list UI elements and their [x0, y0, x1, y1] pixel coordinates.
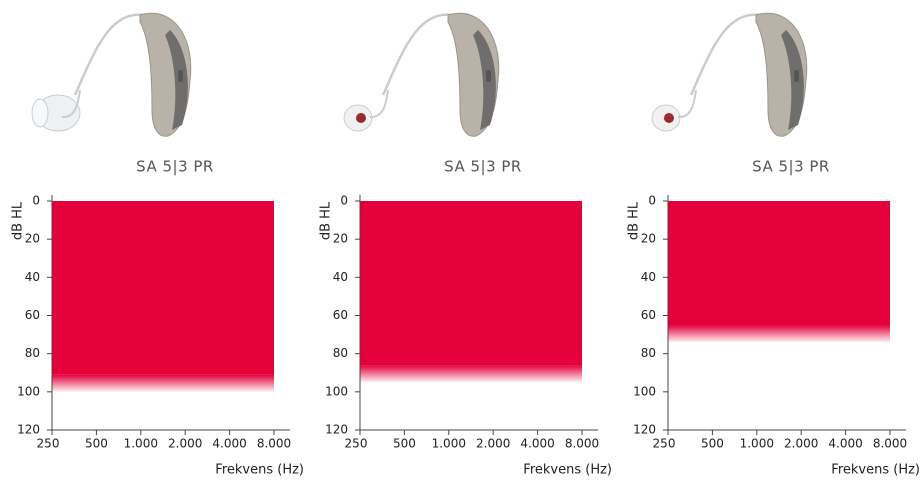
hearing-aid-tube: [381, 13, 454, 96]
hearing-aid-button: [486, 70, 491, 82]
hearing-aid-side: [165, 30, 188, 130]
x-tick-label: 500: [85, 437, 108, 451]
hearing-aid-side: [781, 30, 804, 130]
y-tick-label: 80: [641, 346, 656, 360]
y-tick-label: 80: [333, 346, 348, 360]
hearing-aid-wire: [61, 89, 81, 119]
y-tick-label: 120: [325, 423, 348, 437]
hearing-aid-button: [178, 70, 183, 82]
hearing-aid-button: [794, 70, 799, 82]
y-tick-label: 120: [633, 423, 656, 437]
hearing-aid-dome-tip: [31, 98, 49, 128]
fitting-range: [52, 201, 274, 375]
x-tick-label: 8.000: [565, 437, 599, 451]
hearing-aid-receiver: [664, 113, 674, 123]
y-tick-label: 60: [333, 308, 348, 322]
y-axis-title: dB HL: [319, 201, 334, 240]
x-axis-title: Frekvens (Hz): [215, 463, 304, 478]
y-tick-label: 0: [32, 194, 40, 208]
x-tick-label: 500: [701, 437, 724, 451]
x-tick-label: 2.000: [168, 437, 202, 451]
x-tick-label: 250: [37, 437, 60, 451]
x-axis-title: Frekvens (Hz): [523, 463, 612, 478]
fitting-range-fade: [668, 325, 890, 343]
y-tick-label: 20: [333, 232, 348, 246]
fitting-range: [668, 201, 890, 326]
x-tick-label: 4.000: [212, 437, 246, 451]
y-tick-label: 40: [641, 270, 656, 284]
x-tick-label: 4.000: [828, 437, 862, 451]
x-tick-label: 1.000: [740, 437, 774, 451]
x-tick-label: 1.000: [432, 437, 466, 451]
y-axis-title: dB HL: [627, 201, 642, 240]
hearing-aid-wire: [677, 89, 697, 119]
x-tick-label: 8.000: [257, 437, 291, 451]
x-tick-label: 2.000: [476, 437, 510, 451]
x-tick-label: 4.000: [520, 437, 554, 451]
x-tick-label: 2.000: [784, 437, 818, 451]
hearing-aid-tube: [689, 13, 762, 96]
chart-title: SA 5|3 PR: [136, 158, 214, 176]
y-tick-label: 40: [333, 270, 348, 284]
y-tick-label: 60: [25, 308, 40, 322]
x-axis-title: Frekvens (Hz): [831, 463, 920, 478]
y-tick-label: 80: [25, 346, 40, 360]
y-tick-label: 120: [17, 423, 40, 437]
hearing-aid-wire: [369, 89, 389, 119]
hearing-aid-receiver: [356, 113, 366, 123]
fitting-range-fade: [52, 374, 274, 392]
chart-title: SA 5|3 PR: [752, 158, 830, 176]
y-tick-label: 20: [25, 232, 40, 246]
x-tick-label: 250: [345, 437, 368, 451]
y-tick-label: 60: [641, 308, 656, 322]
fitting-range: [360, 201, 582, 366]
y-tick-label: 100: [325, 384, 348, 398]
x-tick-label: 500: [393, 437, 416, 451]
fitting-range-fade: [360, 365, 582, 383]
chart-title: SA 5|3 PR: [444, 158, 522, 176]
y-tick-label: 40: [25, 270, 40, 284]
y-axis-title: dB HL: [11, 201, 26, 240]
x-tick-label: 250: [653, 437, 676, 451]
y-tick-label: 0: [340, 194, 348, 208]
hearing-aid-side: [473, 30, 496, 130]
x-tick-label: 1.000: [124, 437, 158, 451]
hearing-aid-tube: [73, 13, 146, 96]
y-tick-label: 100: [633, 384, 656, 398]
y-tick-label: 0: [648, 194, 656, 208]
x-tick-label: 8.000: [873, 437, 907, 451]
y-tick-label: 20: [641, 232, 656, 246]
y-tick-label: 100: [17, 384, 40, 398]
